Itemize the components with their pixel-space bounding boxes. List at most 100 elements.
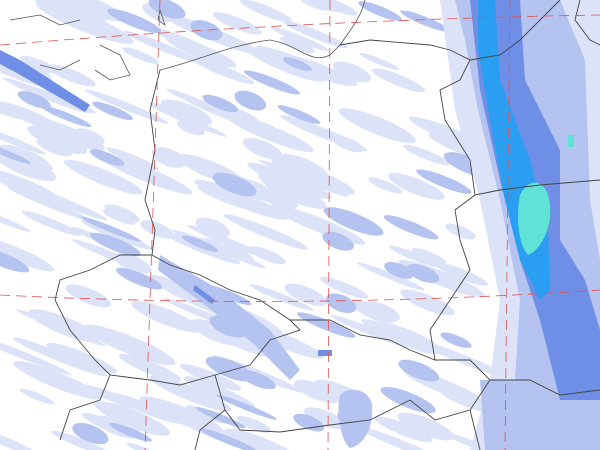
baltic-coastline (159, 0, 366, 71)
precip-streak (212, 172, 257, 197)
precip-streak (388, 172, 445, 200)
precip-streak (179, 363, 242, 391)
precip-streak (0, 142, 32, 164)
precip-streak (225, 113, 314, 153)
precip-streak (249, 284, 314, 311)
precip-streak (224, 428, 300, 450)
precip-streak (0, 236, 55, 272)
precip-streak (223, 214, 309, 250)
precip-streak (34, 0, 126, 22)
slovakia-border (214, 359, 491, 433)
precip-streak (435, 262, 488, 286)
precip-streak (356, 262, 425, 291)
precip-streak (51, 430, 113, 450)
precip-streak (197, 186, 254, 211)
precip-streak (283, 20, 349, 49)
precip-streak (0, 206, 32, 233)
precip-streak (299, 0, 343, 12)
precip-streak (212, 12, 262, 35)
precip-streak (116, 267, 163, 290)
danish-islands (9, 8, 166, 81)
precip-streak (264, 179, 327, 209)
country-borders (9, 0, 600, 450)
precip-streak (209, 315, 248, 338)
precip-streak (22, 0, 106, 25)
precip-streak (165, 36, 237, 68)
precip-streak (139, 396, 224, 434)
precip-streak (280, 36, 315, 54)
precip-streak (190, 20, 223, 41)
precip-streak (92, 101, 133, 121)
precip-streak (122, 47, 159, 64)
precip-streak (0, 333, 72, 376)
precip-streak (176, 120, 205, 136)
precip-streak (149, 375, 232, 412)
precip-streak (277, 153, 328, 180)
precip-streak (282, 57, 312, 72)
graticule-line (0, 14, 600, 46)
graticule-line (0, 289, 600, 302)
precip-streak (94, 401, 170, 436)
precip-streak (293, 383, 338, 403)
precip-streak (284, 283, 328, 306)
precip-streak (29, 116, 106, 151)
precip-streak (7, 186, 92, 222)
precip-streak (80, 216, 142, 242)
precip-streak (259, 159, 350, 197)
precip-streak (380, 386, 436, 414)
precip-streak (415, 339, 513, 380)
precip-streak (187, 224, 266, 258)
precip-streak (195, 407, 246, 429)
precip-streak (46, 342, 117, 374)
precip-streak (322, 231, 354, 251)
precip-streak (412, 247, 447, 264)
precip-streak (13, 361, 102, 400)
precip-streak (126, 442, 156, 450)
precip-streak (216, 394, 277, 420)
precip-streak (240, 0, 293, 23)
precip-streak (155, 107, 227, 137)
precip-streak (106, 147, 159, 170)
precip-streak (107, 8, 162, 34)
precip-streak (148, 274, 184, 293)
precip-streak (242, 138, 283, 160)
precip-streak (389, 245, 439, 267)
eastern-border (469, 0, 600, 396)
precip-streak (303, 407, 346, 430)
graticule-line (144, 0, 161, 450)
precip-streak (364, 301, 400, 322)
precip-streak (109, 422, 152, 442)
graticule-line (504, 0, 511, 450)
precip-streak (325, 293, 357, 314)
precip-streak (416, 169, 472, 194)
precip-streak (118, 353, 182, 382)
precip-streak (330, 315, 411, 348)
precip-streak (28, 309, 101, 343)
precip-streak (383, 215, 439, 240)
precip-streak (102, 209, 136, 225)
precip-streak (248, 246, 286, 265)
precip-streak (123, 30, 203, 64)
precip-streak (338, 108, 416, 144)
precip-streak (194, 179, 288, 220)
precip-streak (190, 56, 254, 85)
precip-streak (243, 70, 300, 95)
precip-streak (442, 392, 488, 412)
precip-streak (355, 425, 440, 450)
precip-streak (140, 220, 175, 239)
precip-streak (234, 90, 267, 111)
precip-streak (359, 52, 400, 71)
precip-streak (320, 276, 369, 299)
precip-streak (236, 415, 271, 433)
precip-streak (445, 223, 476, 240)
precip-streak (358, 1, 402, 21)
eastern-precip-band (440, 0, 600, 450)
precip-streak (270, 26, 329, 52)
precip-streak (200, 428, 259, 450)
precip-streak (400, 289, 455, 316)
austria-hungary-border (59, 374, 481, 450)
precip-streak (332, 61, 371, 83)
precip-streak (130, 300, 201, 333)
